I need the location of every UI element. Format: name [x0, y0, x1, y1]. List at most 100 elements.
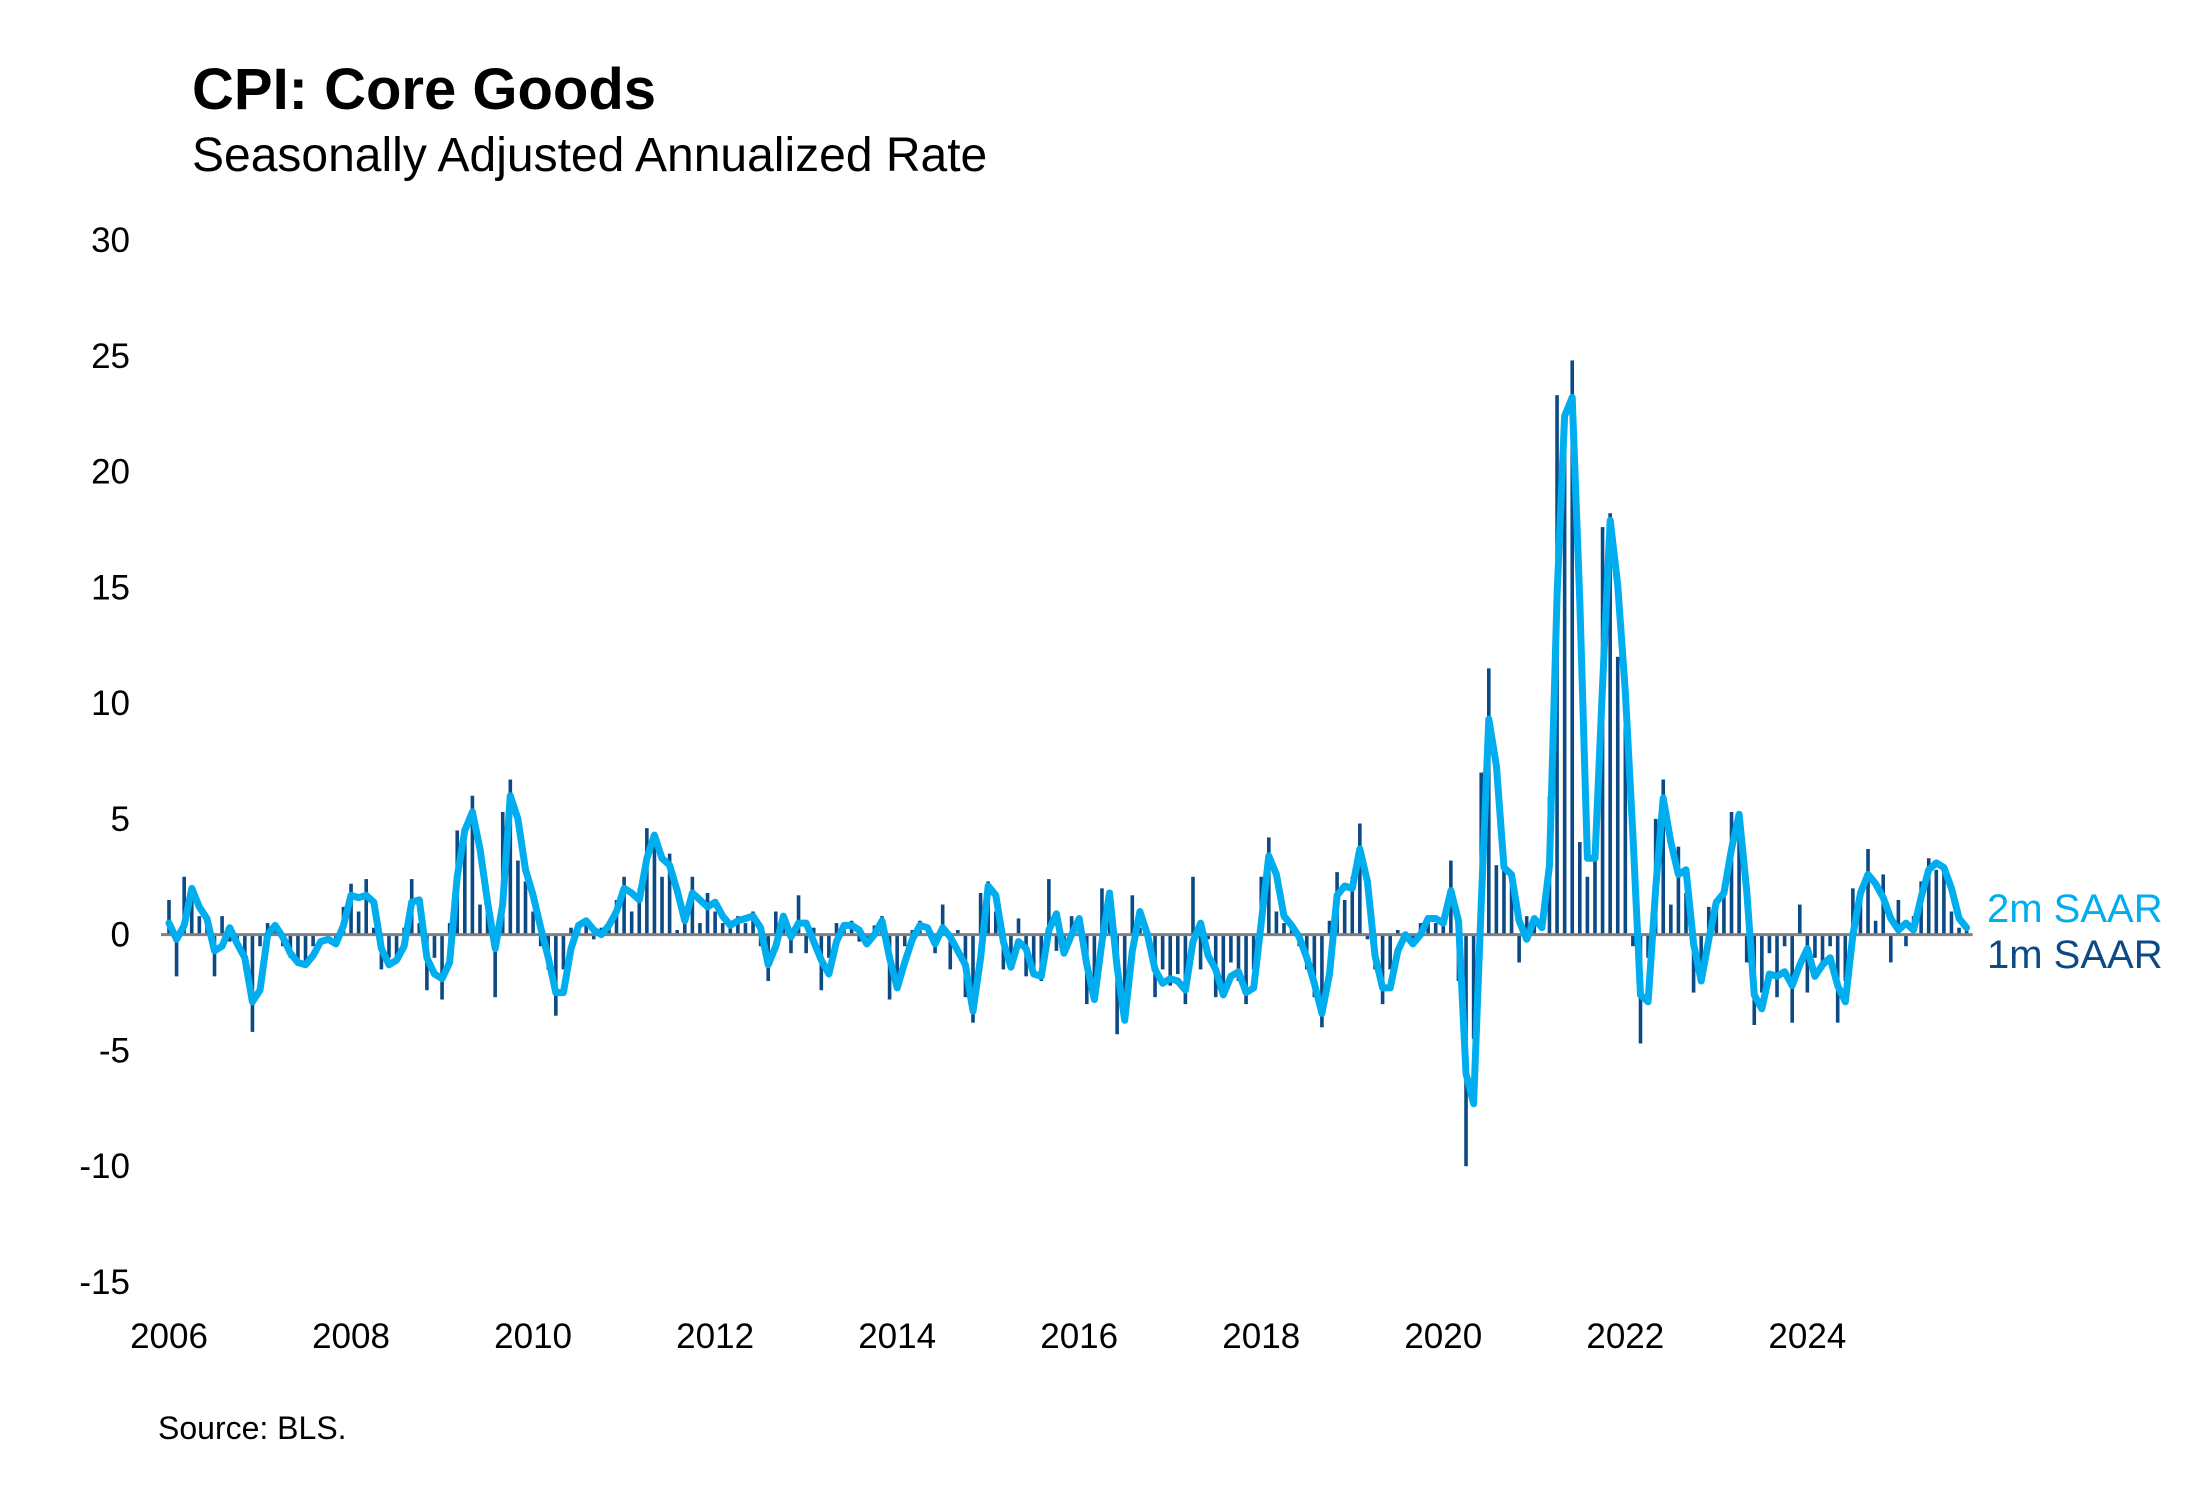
bar-1m: [1433, 923, 1438, 935]
bar-1m: [508, 779, 513, 935]
legend-1m-saar: 1m SAAR: [1987, 933, 2163, 977]
y-tick-label: 0: [111, 916, 130, 955]
bar-1m: [265, 923, 270, 935]
bar-1m: [1517, 934, 1521, 963]
bar-1m: [1805, 934, 1810, 993]
bar-1m: [1092, 934, 1097, 993]
bar-1m: [212, 934, 217, 977]
bar-1m: [811, 927, 816, 935]
bar-1m: [1198, 934, 1203, 970]
bar-1m: [1729, 811, 1734, 935]
bar-1m: [1858, 899, 1863, 935]
y-tick-label: 15: [91, 568, 130, 607]
chart-subtitle: Seasonally Adjusted Annualized Rate: [192, 129, 988, 182]
bar-1m: [296, 934, 300, 965]
bar-1m: [1441, 923, 1446, 935]
x-tick-label: 2010: [494, 1317, 572, 1356]
bar-1m: [796, 895, 801, 935]
x-tick-label: 2014: [858, 1317, 936, 1356]
bar-1m: [189, 899, 194, 935]
bar-1m: [705, 892, 710, 935]
bar-1m: [258, 934, 262, 947]
bar-1m: [1744, 934, 1749, 963]
bar-1m: [1100, 888, 1104, 935]
bar-1m: [774, 911, 778, 935]
bar-1m: [440, 934, 444, 1000]
bar-1m: [1760, 934, 1764, 993]
bar-1m: [1964, 930, 1969, 935]
bar-1m: [1047, 879, 1051, 935]
bar-1m: [1851, 888, 1855, 935]
bar-1m: [1327, 920, 1332, 935]
bar-1m: [1896, 899, 1901, 935]
bar-1m: [167, 899, 171, 935]
bar-1m: [1054, 934, 1059, 951]
bar-1m: [1676, 846, 1681, 935]
bar-1m: [1737, 818, 1741, 935]
bar-1m: [523, 881, 528, 935]
bar-1m: [561, 934, 566, 970]
source-note: Source: BLS.: [158, 1410, 347, 1446]
bar-1m: [751, 911, 755, 935]
y-tick-label: -15: [79, 1263, 130, 1302]
bar-1m: [1229, 934, 1233, 963]
bar-1m: [478, 904, 482, 935]
bar-1m: [197, 916, 202, 935]
bar-1m: [971, 934, 975, 1023]
bar-1m: [1608, 513, 1612, 935]
bar-1m: [1570, 360, 1575, 935]
bar-1m: [1820, 934, 1825, 970]
bar-1m: [667, 853, 672, 935]
bar-1m: [1138, 927, 1142, 935]
bar-1m: [1722, 888, 1726, 935]
bar-1m: [1699, 934, 1703, 970]
bar-1m: [1358, 823, 1362, 935]
bar-1m: [1623, 726, 1628, 935]
bar-1m: [1797, 904, 1802, 935]
x-axis: 2006 2008 2010 2012 2014 2016 2018 2020 2022 2024: [130, 1317, 1846, 1356]
bar-1m: [895, 934, 899, 977]
bar-1m: [591, 934, 596, 940]
bar-1m: [364, 879, 369, 935]
bar-1m: [1494, 865, 1499, 935]
bar-1m: [698, 923, 702, 935]
bar-1m: [227, 934, 232, 942]
y-tick-label: -10: [79, 1147, 130, 1186]
bar-1m: [645, 828, 649, 935]
bar-1m: [1934, 869, 1939, 935]
bar-1m: [417, 923, 422, 935]
bar-1m: [728, 927, 733, 935]
bar-1m: [1661, 779, 1666, 935]
bar-1m: [1502, 869, 1506, 935]
bar-1m: [584, 920, 588, 935]
y-tick-label: 20: [91, 453, 130, 492]
bar-1m: [1365, 934, 1370, 940]
x-tick-label: 2012: [676, 1317, 754, 1356]
bar-1m: [311, 934, 315, 947]
bar-1m: [1578, 842, 1582, 935]
bar-1m: [1312, 934, 1317, 998]
y-tick-label: 10: [91, 684, 130, 723]
bar-1m: [470, 795, 475, 935]
bar-1m: [948, 934, 953, 970]
bar-1m: [1926, 858, 1931, 935]
bar-1m: [1949, 911, 1954, 935]
bar-1m: [1168, 934, 1173, 986]
bar-1m: [1646, 934, 1650, 958]
bar-1m: [1813, 934, 1817, 958]
bar-1m: [827, 934, 831, 958]
x-tick-label: 2008: [312, 1317, 390, 1356]
y-tick-label: -5: [99, 1031, 130, 1070]
bar-1m: [1122, 934, 1127, 1005]
bar-1m: [940, 904, 945, 935]
chart-title: CPI: Core Goods: [192, 57, 657, 122]
bar-1m: [1388, 934, 1392, 970]
bar-1m: [303, 934, 308, 963]
bar-1m: [1585, 876, 1590, 935]
x-tick-label: 2020: [1404, 1317, 1482, 1356]
bar-1m: [1706, 906, 1711, 935]
bar-1m: [857, 934, 862, 942]
bar-1m: [1191, 876, 1195, 935]
bar-1m: [1593, 842, 1597, 935]
bar-1m: [493, 934, 497, 998]
